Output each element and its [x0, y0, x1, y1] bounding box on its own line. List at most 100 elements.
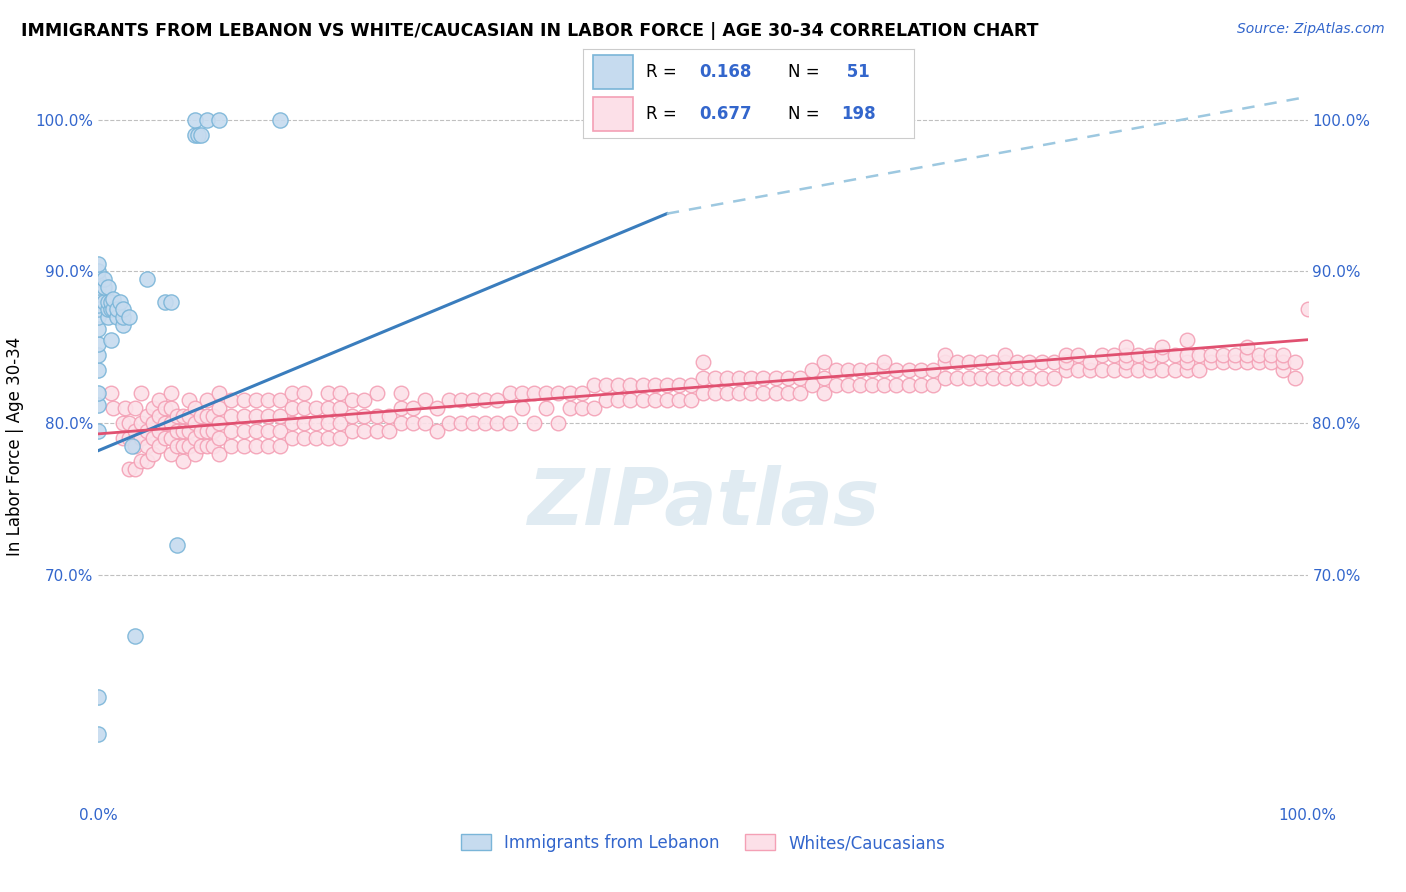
Point: [292, 431, 315, 445]
Point: [1152, 340, 1174, 354]
Point: [523, 385, 546, 400]
FancyBboxPatch shape: [593, 55, 633, 89]
Point: [208, 447, 231, 461]
Point: [1199, 348, 1222, 362]
Point: [184, 416, 207, 430]
Point: [316, 431, 339, 445]
Point: [256, 439, 278, 453]
Point: [87, 302, 110, 317]
Point: [166, 538, 188, 552]
Point: [981, 355, 1004, 369]
Point: [87, 385, 110, 400]
Point: [245, 393, 267, 408]
Point: [740, 370, 762, 384]
Point: [752, 385, 775, 400]
Point: [934, 348, 956, 362]
Point: [1054, 355, 1077, 369]
Point: [342, 393, 364, 408]
Point: [644, 378, 666, 392]
Point: [752, 370, 775, 384]
Point: [202, 409, 225, 423]
Point: [87, 322, 110, 336]
Text: 198: 198: [841, 105, 876, 123]
Point: [187, 128, 209, 142]
Point: [124, 629, 146, 643]
Point: [292, 416, 315, 430]
Point: [316, 385, 339, 400]
Point: [135, 439, 157, 453]
Point: [571, 385, 593, 400]
Text: N =: N =: [789, 63, 820, 81]
Point: [114, 401, 136, 415]
Point: [179, 439, 201, 453]
Point: [510, 385, 533, 400]
Point: [994, 348, 1017, 362]
Point: [1296, 302, 1319, 317]
Point: [849, 363, 872, 377]
Text: 51: 51: [841, 63, 870, 81]
Point: [970, 370, 993, 384]
Point: [292, 401, 315, 415]
Point: [970, 355, 993, 369]
Point: [87, 727, 110, 741]
Point: [1249, 348, 1271, 362]
Point: [87, 690, 110, 704]
Point: [776, 370, 799, 384]
Point: [389, 416, 412, 430]
Point: [342, 409, 364, 423]
Point: [172, 454, 194, 468]
Point: [389, 385, 412, 400]
Point: [87, 348, 110, 362]
Point: [97, 294, 120, 309]
Point: [305, 431, 328, 445]
Point: [232, 409, 254, 423]
Point: [692, 370, 714, 384]
Point: [1128, 363, 1150, 377]
Point: [1272, 348, 1295, 362]
Point: [87, 424, 110, 438]
Point: [87, 337, 110, 351]
Point: [704, 385, 727, 400]
Point: [1284, 370, 1306, 384]
Point: [402, 416, 425, 430]
Point: [679, 393, 702, 408]
Point: [860, 378, 883, 392]
Point: [655, 378, 678, 392]
Point: [1236, 355, 1258, 369]
Point: [921, 378, 943, 392]
Point: [256, 409, 278, 423]
Point: [366, 385, 388, 400]
Y-axis label: In Labor Force | Age 30-34: In Labor Force | Age 30-34: [7, 336, 24, 556]
Point: [93, 279, 115, 293]
Point: [765, 385, 787, 400]
Point: [195, 393, 218, 408]
Point: [100, 385, 122, 400]
Point: [619, 378, 641, 392]
Point: [195, 424, 218, 438]
Point: [1128, 348, 1150, 362]
Point: [111, 302, 134, 317]
Point: [558, 401, 581, 415]
Point: [269, 409, 291, 423]
Text: 0.677: 0.677: [699, 105, 752, 123]
Point: [1152, 363, 1174, 377]
Point: [994, 370, 1017, 384]
Point: [366, 424, 388, 438]
Point: [1188, 348, 1211, 362]
Point: [101, 302, 124, 317]
Point: [450, 416, 472, 430]
Point: [437, 393, 460, 408]
Point: [873, 355, 896, 369]
Point: [1067, 363, 1090, 377]
Point: [825, 378, 848, 392]
Point: [607, 393, 630, 408]
Point: [232, 393, 254, 408]
Text: IMMIGRANTS FROM LEBANON VS WHITE/CAUCASIAN IN LABOR FORCE | AGE 30-34 CORRELATIO: IMMIGRANTS FROM LEBANON VS WHITE/CAUCASI…: [21, 22, 1039, 40]
Point: [450, 393, 472, 408]
Point: [97, 302, 120, 317]
Point: [202, 424, 225, 438]
Point: [87, 310, 110, 324]
Point: [619, 393, 641, 408]
Point: [1102, 348, 1125, 362]
Point: [463, 416, 485, 430]
